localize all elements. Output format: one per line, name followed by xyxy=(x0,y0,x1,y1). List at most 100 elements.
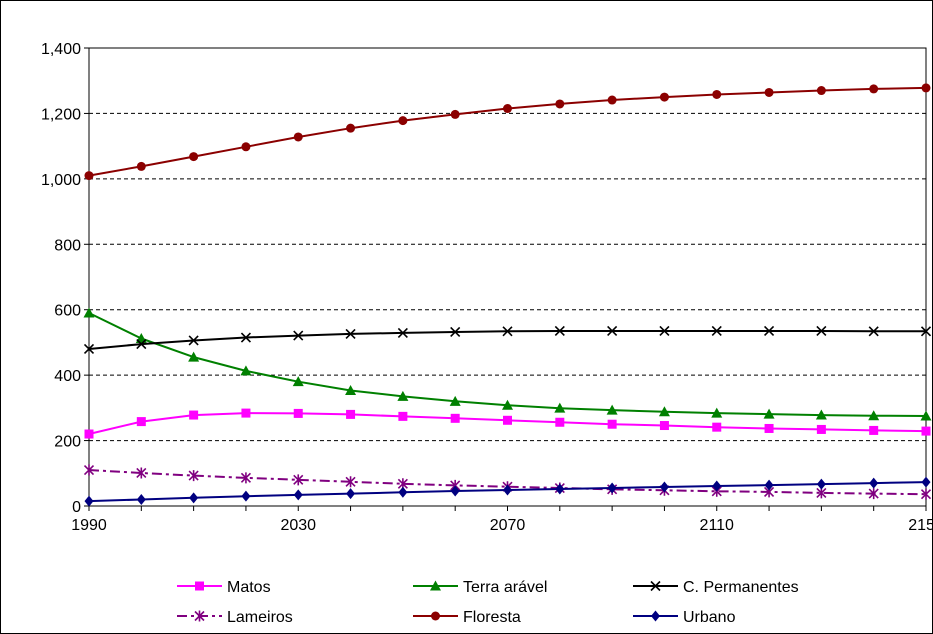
data-point-lameiros xyxy=(920,488,932,500)
data-point-c-permanentes xyxy=(293,330,304,341)
data-point-c-permanentes xyxy=(920,326,932,337)
legend-item-lameiros: Lameiros xyxy=(177,609,293,626)
data-point-lameiros xyxy=(240,472,252,484)
data-point-c-permanentes xyxy=(816,325,827,337)
legend-label: Floresta xyxy=(463,609,521,626)
data-point-urbano xyxy=(764,479,774,491)
data-point-urbano xyxy=(712,480,722,492)
data-point-floresta xyxy=(869,84,879,94)
y-tick-label: 1,000 xyxy=(41,172,81,189)
legend-item-matos: Matos xyxy=(177,579,271,596)
data-point-c-permanentes xyxy=(450,326,461,338)
x-tick-label: 2110 xyxy=(700,517,735,534)
data-point-matos xyxy=(607,419,617,429)
data-point-matos xyxy=(189,410,199,420)
data-point-urbano xyxy=(659,481,669,493)
legend-marker xyxy=(195,581,204,591)
data-point-matos xyxy=(764,423,774,433)
data-point-terra-aravel xyxy=(868,410,880,421)
data-point-floresta xyxy=(816,86,826,96)
data-point-floresta xyxy=(241,142,251,152)
data-point-matos xyxy=(921,426,931,436)
legend-marker xyxy=(651,610,660,622)
legend-label: C. Permanentes xyxy=(683,579,799,596)
data-point-urbano xyxy=(555,483,565,495)
data-point-matos xyxy=(346,409,356,419)
y-tick-label: 0 xyxy=(72,499,81,516)
data-point-c-permanentes xyxy=(763,325,775,337)
data-point-floresta xyxy=(555,99,565,109)
y-tick-label: 1,200 xyxy=(41,106,81,123)
data-point-c-permanentes xyxy=(136,338,147,350)
data-point-floresta xyxy=(293,132,303,142)
data-point-c-permanentes xyxy=(345,328,356,339)
series-urbano xyxy=(84,476,931,507)
data-point-floresta xyxy=(136,161,146,171)
data-point-terra-aravel xyxy=(502,399,513,410)
data-point-lameiros xyxy=(293,474,304,486)
data-point-terra-aravel xyxy=(83,307,95,318)
data-point-matos xyxy=(450,413,460,423)
data-point-lameiros xyxy=(83,464,95,476)
data-point-lameiros xyxy=(345,476,356,488)
data-point-matos xyxy=(503,415,512,425)
legend-item-c-permanentes: C. Permanentes xyxy=(633,579,799,596)
data-point-urbano xyxy=(398,486,408,498)
data-point-terra-aravel xyxy=(397,390,409,401)
data-point-urbano xyxy=(921,476,931,488)
series-line-lameiros xyxy=(88,469,927,496)
data-point-terra-aravel xyxy=(920,410,932,421)
data-point-c-permanentes xyxy=(554,325,565,337)
data-point-matos xyxy=(293,408,303,418)
data-point-floresta xyxy=(84,171,94,181)
data-point-matos xyxy=(241,408,251,418)
y-tick-label: 200 xyxy=(54,434,81,451)
x-tick-label: 2070 xyxy=(490,517,526,534)
data-point-c-permanentes xyxy=(607,325,618,337)
legend-marker xyxy=(650,580,661,592)
data-point-matos xyxy=(816,424,826,434)
data-point-c-permanentes xyxy=(188,335,199,346)
data-point-matos xyxy=(659,421,669,431)
legend-item-terra-aravel: Terra arável xyxy=(413,579,547,596)
data-point-floresta xyxy=(607,95,617,105)
x-tick-label: 2030 xyxy=(280,517,316,534)
data-point-floresta xyxy=(921,83,931,93)
data-point-lameiros xyxy=(188,470,199,482)
y-tick-label: 400 xyxy=(54,368,81,385)
series-terra-aravel xyxy=(83,307,932,421)
y-tick-label: 800 xyxy=(54,237,81,254)
data-point-urbano xyxy=(503,484,512,496)
data-point-c-permanentes xyxy=(711,325,722,337)
data-point-floresta xyxy=(712,89,722,99)
legend-item-floresta: Floresta xyxy=(413,609,521,626)
series-floresta xyxy=(84,83,931,181)
data-point-matos xyxy=(555,417,565,427)
data-point-terra-aravel xyxy=(240,365,252,376)
data-point-urbano xyxy=(450,485,460,497)
data-point-urbano xyxy=(607,482,617,494)
data-point-c-permanentes xyxy=(397,327,408,339)
data-point-terra-aravel xyxy=(815,409,827,420)
series-c-permanentes xyxy=(83,325,932,355)
data-point-floresta xyxy=(450,109,460,119)
series-layer xyxy=(83,83,932,507)
x-tick-label: 2150 xyxy=(908,517,932,534)
plot-area xyxy=(88,47,927,507)
data-point-floresta xyxy=(398,116,408,126)
axes: 0 200 400 600 800 1,000 1,200 1,400 1990 2030 2070… xyxy=(41,41,932,534)
data-point-floresta xyxy=(189,152,199,162)
legend-item-urbano: Urbano xyxy=(633,609,736,626)
data-point-c-permanentes xyxy=(868,326,879,337)
data-point-c-permanentes xyxy=(240,332,252,343)
legend-label: Lameiros xyxy=(227,609,293,626)
data-point-matos xyxy=(712,422,722,432)
data-point-c-permanentes xyxy=(83,343,95,355)
legend-label: Matos xyxy=(227,579,271,596)
data-point-lameiros xyxy=(868,488,879,500)
y-tick-label: 1,400 xyxy=(41,41,81,58)
data-point-floresta xyxy=(659,92,669,102)
legend-marker xyxy=(194,610,205,622)
